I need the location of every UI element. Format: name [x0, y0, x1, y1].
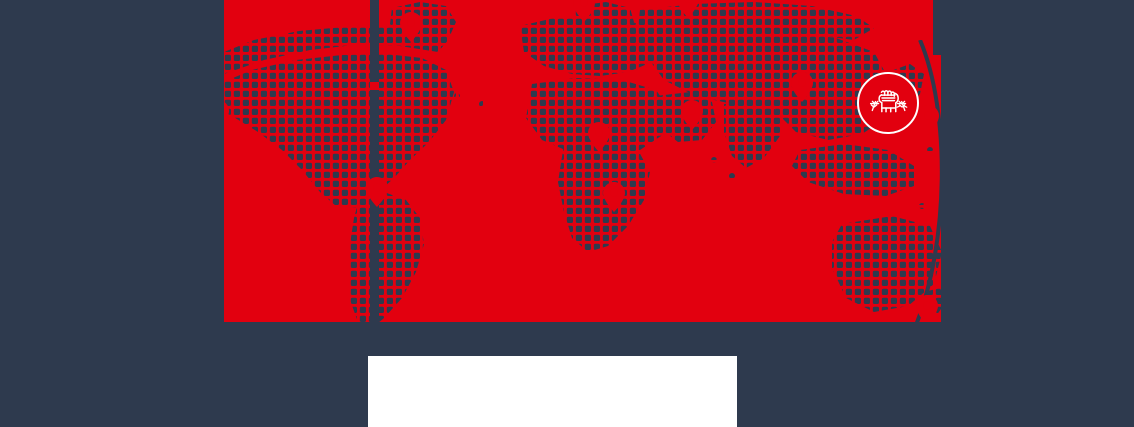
map-pin-central-asia[interactable]	[791, 72, 813, 102]
raised-fist-with-wheat-icon	[869, 90, 908, 113]
world-map-panel[interactable]	[224, 0, 941, 322]
map-pin-north-atlantic[interactable]	[573, 0, 595, 22]
left-edge-clipped-glyphs	[0, 170, 24, 206]
dotted-landmass-layer	[224, 2, 941, 322]
map-pin-middle-east[interactable]	[681, 100, 703, 130]
right-edge-clipped-glyph	[1118, 182, 1134, 198]
map-pin-oceania[interactable]	[916, 295, 938, 322]
map-pin-south-america[interactable]	[366, 177, 388, 207]
map-pin-greenland[interactable]	[400, 12, 422, 42]
map-pin-europe-north[interactable]	[677, 0, 699, 18]
map-meridian-gap	[370, 82, 379, 90]
map-pin-sub-saharan-africa[interactable]	[603, 182, 625, 212]
map-pin-north-america-west[interactable]	[224, 100, 229, 130]
raised-fist-emblem[interactable]	[857, 72, 919, 134]
content-card[interactable]	[368, 356, 737, 427]
map-pin-north-africa[interactable]	[588, 122, 610, 152]
map-meridian-stripe	[370, 0, 379, 322]
map-pin-east-asia[interactable]	[917, 105, 939, 135]
map-corner-notch	[933, 0, 941, 55]
